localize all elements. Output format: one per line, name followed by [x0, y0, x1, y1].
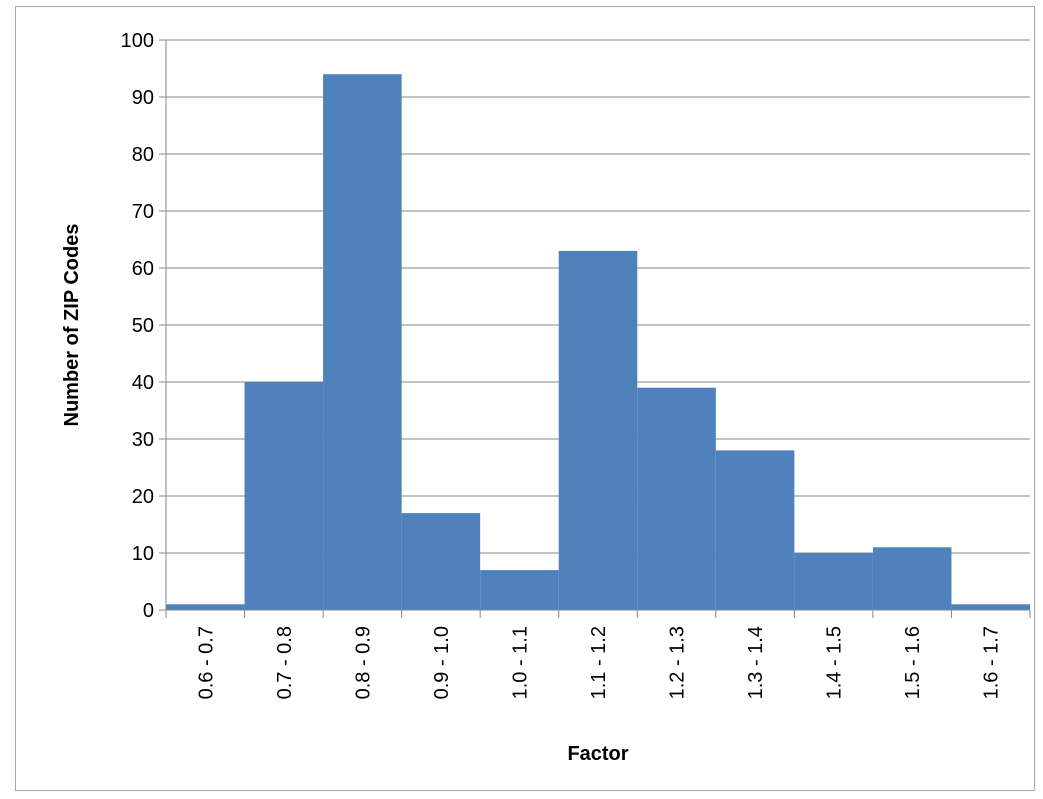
x-tick-label: 0.9 - 1.0 [431, 626, 453, 699]
bar [951, 604, 1030, 610]
x-tick-label: 0.7 - 0.8 [274, 626, 296, 699]
y-tick-label: 30 [132, 429, 154, 451]
bar [715, 450, 795, 610]
x-tick-label: 0.6 - 0.7 [195, 626, 217, 699]
bar [637, 387, 716, 610]
y-tick-label: 0 [143, 600, 154, 622]
y-tick-label: 60 [132, 258, 154, 280]
y-tick-label: 100 [121, 30, 154, 52]
y-tick-label: 40 [132, 372, 154, 394]
x-tick-label: 1.3 - 1.4 [745, 626, 767, 699]
bar [166, 604, 245, 610]
bar [558, 250, 638, 610]
x-tick-label: 1.0 - 1.1 [509, 626, 531, 699]
x-axis-title: Factor [567, 743, 628, 765]
x-tick-label: 1.1 - 1.2 [588, 626, 610, 699]
bar [323, 74, 402, 610]
bar [872, 547, 952, 610]
y-axis-title: Number of ZIP Codes [61, 224, 83, 427]
y-tick-label: 90 [132, 87, 154, 109]
y-tick-labels: 0 10 20 30 40 50 60 70 80 90 100 [121, 30, 154, 622]
y-tick-label: 10 [132, 543, 154, 565]
bar [244, 382, 324, 610]
bar [794, 553, 873, 610]
x-tick-label: 1.5 - 1.6 [902, 626, 924, 699]
bar [401, 513, 481, 610]
y-tick-label: 20 [132, 486, 154, 508]
bar [480, 570, 559, 610]
x-tick-labels: 0.6 - 0.7 0.7 - 0.8 0.8 - 0.9 0.9 - 1.0 1.0 … [195, 626, 1002, 699]
y-tick-label: 70 [132, 201, 154, 223]
y-tick-label: 50 [132, 315, 154, 337]
axes [159, 39, 1031, 618]
bars [166, 74, 1030, 610]
chart-frame [15, 6, 1035, 791]
x-tick-label: 0.8 - 0.9 [352, 626, 374, 699]
x-tick-label: 1.2 - 1.3 [667, 626, 689, 699]
x-tick-label: 1.6 - 1.7 [981, 626, 1003, 699]
y-tick-label: 80 [132, 144, 154, 166]
x-tick-label: 1.4 - 1.5 [824, 626, 846, 699]
